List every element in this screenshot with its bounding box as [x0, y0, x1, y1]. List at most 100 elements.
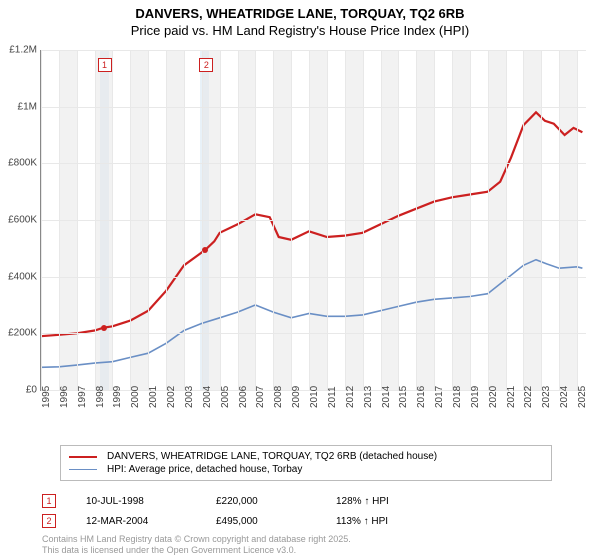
x-axis-label: 2000 [130, 386, 141, 408]
chart-container: DANVERS, WHEATRIDGE LANE, TORQUAY, TQ2 6… [0, 0, 600, 560]
gridline-h [41, 163, 586, 164]
sale-price: £495,000 [216, 516, 306, 527]
y-axis-label: £400K [1, 271, 37, 282]
x-axis-label: 2001 [148, 386, 159, 408]
sale-marker-dot [202, 247, 208, 253]
x-axis-label: 1997 [77, 386, 88, 408]
y-axis-label: £0 [1, 385, 37, 396]
gridline-v [559, 50, 560, 390]
sale-date: 12-MAR-2004 [86, 516, 186, 527]
gridline-h [41, 50, 586, 51]
x-axis-label: 2005 [220, 386, 231, 408]
title-line-2: Price paid vs. HM Land Registry's House … [0, 23, 600, 40]
legend-swatch [69, 469, 97, 470]
sale-delta: 113% ↑ HPI [336, 516, 388, 527]
gridline-v [345, 50, 346, 390]
gridline-v [112, 50, 113, 390]
gridline-h [41, 220, 586, 221]
y-axis-label: £1M [1, 101, 37, 112]
footer-attribution: Contains HM Land Registry data © Crown c… [42, 534, 351, 557]
x-axis-label: 2011 [327, 386, 338, 408]
series-price_paid [41, 112, 582, 336]
gridline-v [255, 50, 256, 390]
x-axis-label: 2014 [381, 386, 392, 408]
legend-label: DANVERS, WHEATRIDGE LANE, TORQUAY, TQ2 6… [107, 451, 437, 462]
x-axis-label: 2002 [166, 386, 177, 408]
x-axis-label: 2020 [488, 386, 499, 408]
y-axis-label: £200K [1, 328, 37, 339]
gridline-v [541, 50, 542, 390]
gridline-v [506, 50, 507, 390]
x-axis-label: 1999 [112, 386, 123, 408]
x-axis-label: 2007 [255, 386, 266, 408]
x-axis-label: 1998 [95, 386, 106, 408]
gridline-v [488, 50, 489, 390]
legend-item: HPI: Average price, detached house, Torb… [69, 463, 543, 476]
gridline-h [41, 277, 586, 278]
chart-title: DANVERS, WHEATRIDGE LANE, TORQUAY, TQ2 6… [0, 0, 600, 40]
x-axis-label: 2004 [202, 386, 213, 408]
x-axis-label: 2013 [363, 386, 374, 408]
x-axis-label: 2008 [273, 386, 284, 408]
legend-item: DANVERS, WHEATRIDGE LANE, TORQUAY, TQ2 6… [69, 450, 543, 463]
x-axis-label: 2019 [470, 386, 481, 408]
sale-marker-label: 2 [199, 58, 213, 72]
footer-line-1: Contains HM Land Registry data © Crown c… [42, 534, 351, 545]
gridline-v [523, 50, 524, 390]
sale-detail-row: 2 12-MAR-2004 £495,000 113% ↑ HPI [42, 514, 388, 528]
x-axis-label: 2012 [345, 386, 356, 408]
gridline-h [41, 333, 586, 334]
x-axis-label: 2025 [577, 386, 588, 408]
legend-label: HPI: Average price, detached house, Torb… [107, 464, 302, 475]
x-axis-label: 1996 [59, 386, 70, 408]
title-line-1: DANVERS, WHEATRIDGE LANE, TORQUAY, TQ2 6… [0, 6, 600, 23]
x-axis-label: 2022 [523, 386, 534, 408]
gridline-v [202, 50, 203, 390]
y-axis-label: £800K [1, 158, 37, 169]
chart-plot: £0£200K£400K£600K£800K£1M£1.2M1995199619… [40, 50, 585, 410]
footer-line-2: This data is licensed under the Open Gov… [42, 545, 351, 556]
sale-delta: 128% ↑ HPI [336, 496, 389, 507]
x-axis-label: 2015 [398, 386, 409, 408]
x-axis-label: 2021 [506, 386, 517, 408]
gridline-v [95, 50, 96, 390]
sale-price: £220,000 [216, 496, 306, 507]
x-axis-label: 2010 [309, 386, 320, 408]
gridline-v [130, 50, 131, 390]
gridline-v [220, 50, 221, 390]
x-axis-label: 2024 [559, 386, 570, 408]
gridline-v [398, 50, 399, 390]
gridline-v [59, 50, 60, 390]
x-axis-label: 2003 [184, 386, 195, 408]
gridline-v [184, 50, 185, 390]
gridline-v [291, 50, 292, 390]
gridline-v [309, 50, 310, 390]
sale-marker-label: 1 [98, 58, 112, 72]
gridline-v [470, 50, 471, 390]
gridline-v [166, 50, 167, 390]
sale-number-box: 2 [42, 514, 56, 528]
gridline-v [452, 50, 453, 390]
sale-number-box: 1 [42, 494, 56, 508]
legend-box: DANVERS, WHEATRIDGE LANE, TORQUAY, TQ2 6… [60, 445, 552, 481]
gridline-v [41, 50, 42, 390]
y-axis-label: £1.2M [1, 45, 37, 56]
x-axis-label: 2017 [434, 386, 445, 408]
x-axis-label: 2006 [238, 386, 249, 408]
gridline-v [148, 50, 149, 390]
gridline-v [381, 50, 382, 390]
gridline-v [273, 50, 274, 390]
gridline-v [416, 50, 417, 390]
sale-detail-row: 110-JUL-1998£220,000128% ↑ HPI [42, 494, 389, 508]
gridline-v [434, 50, 435, 390]
x-axis-label: 2009 [291, 386, 302, 408]
x-axis-label: 2018 [452, 386, 463, 408]
x-axis-label: 2016 [416, 386, 427, 408]
gridline-v [77, 50, 78, 390]
sale-marker-dot [101, 325, 107, 331]
y-axis-label: £600K [1, 215, 37, 226]
gridline-v [363, 50, 364, 390]
x-axis-label: 2023 [541, 386, 552, 408]
gridline-v [577, 50, 578, 390]
x-axis-label: 1995 [41, 386, 52, 408]
